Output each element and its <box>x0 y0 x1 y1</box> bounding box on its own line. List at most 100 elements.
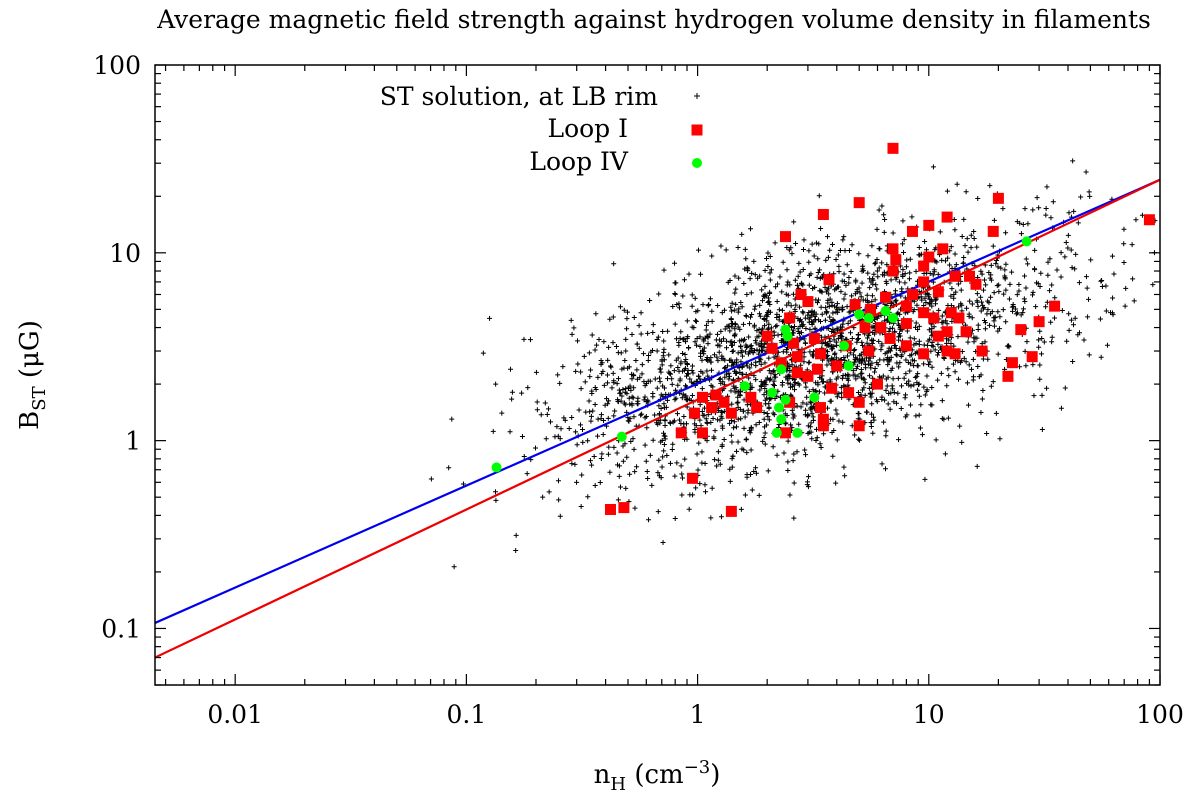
cloud-point <box>939 257 945 263</box>
cloud-point <box>1033 304 1039 310</box>
cloud-point <box>720 379 726 385</box>
cloud-point <box>979 299 985 305</box>
cloud-point <box>975 196 981 202</box>
cloud-point <box>752 306 758 312</box>
cloud-point <box>656 473 662 479</box>
cloud-point <box>944 321 950 327</box>
cloud-point <box>697 402 703 408</box>
cloud-point <box>924 388 930 394</box>
cloud-point <box>743 256 749 262</box>
cloud-point <box>978 268 984 274</box>
cloud-point <box>883 376 889 382</box>
cloud-point <box>844 304 850 310</box>
cloud-point <box>733 385 739 391</box>
cloud-point <box>578 369 584 375</box>
cloud-point <box>941 416 947 422</box>
cloud-point <box>870 414 876 420</box>
cloud-point <box>816 241 822 247</box>
cloud-point <box>1099 278 1105 284</box>
loop-iv-point <box>616 431 627 442</box>
cloud-point <box>557 380 563 386</box>
cloud-point <box>760 326 766 332</box>
cloud-point <box>1006 344 1012 350</box>
cloud-point <box>722 374 728 380</box>
cloud-point <box>835 309 841 315</box>
cloud-point <box>692 339 698 345</box>
cloud-point <box>908 402 914 408</box>
cloud-point <box>667 460 673 466</box>
cloud-point <box>803 407 809 413</box>
cloud-point <box>806 319 812 325</box>
cloud-point <box>748 361 754 367</box>
cloud-point <box>879 203 885 209</box>
cloud-point <box>1062 254 1068 260</box>
cloud-point <box>685 371 691 377</box>
cloud-point <box>889 345 895 351</box>
cloud-point <box>865 361 871 367</box>
cloud-point <box>656 457 662 463</box>
cloud-point <box>939 398 945 404</box>
cloud-point <box>697 481 703 487</box>
cloud-point <box>791 480 797 486</box>
loop-i-point <box>887 265 899 277</box>
cloud-point <box>858 367 864 373</box>
cloud-point <box>555 478 561 484</box>
cloud-point <box>814 274 820 280</box>
cloud-point <box>882 216 888 222</box>
cloud-point <box>748 226 754 232</box>
cloud-point <box>587 458 593 464</box>
cloud-point <box>1010 303 1016 309</box>
cloud-point <box>693 485 699 491</box>
cloud-point <box>975 322 981 328</box>
cloud-point <box>952 369 958 375</box>
cloud-point <box>913 268 919 274</box>
cloud-point <box>817 374 823 380</box>
loop-iv-point <box>782 331 793 342</box>
cloud-point <box>896 279 902 285</box>
cloud-point <box>851 352 857 358</box>
cloud-point <box>661 405 667 411</box>
cloud-point <box>747 314 753 320</box>
cloud-point <box>694 336 700 342</box>
cloud-point <box>881 229 887 235</box>
cloud-point <box>929 364 935 370</box>
cloud-point <box>765 414 771 420</box>
cloud-point <box>1031 393 1037 399</box>
loop-i-point <box>1026 351 1038 363</box>
cloud-point <box>742 349 748 355</box>
cloud-point <box>605 451 611 457</box>
cloud-point <box>899 272 905 278</box>
cloud-point <box>1086 189 1092 195</box>
cloud-point <box>921 270 927 276</box>
cloud-point <box>1108 310 1114 316</box>
cloud-point <box>879 397 885 403</box>
cloud-point <box>969 366 975 372</box>
cloud-point <box>810 285 816 291</box>
cloud-point <box>824 287 830 293</box>
cloud-point <box>615 376 621 382</box>
cloud-point <box>715 331 721 337</box>
cloud-point <box>1098 354 1104 360</box>
cloud-point <box>962 243 968 249</box>
cloud-point <box>903 357 909 363</box>
cloud-point <box>744 450 750 456</box>
cloud-point <box>631 315 637 321</box>
cloud-point <box>615 398 621 404</box>
cloud-point <box>742 492 748 498</box>
cloud-point <box>809 321 815 327</box>
cloud-point <box>656 291 662 297</box>
cloud-point <box>728 304 734 310</box>
cloud-point <box>513 532 519 538</box>
cloud-point <box>902 271 908 277</box>
cloud-point <box>846 373 852 379</box>
cloud-point <box>924 342 930 348</box>
cloud-point <box>747 321 753 327</box>
cloud-point <box>808 271 814 277</box>
cloud-point <box>582 379 588 385</box>
cloud-point <box>890 376 896 382</box>
cloud-point <box>849 293 855 299</box>
cloud-point <box>1030 292 1036 298</box>
cloud-point <box>669 446 675 452</box>
cloud-point <box>795 273 801 279</box>
cloud-point <box>856 411 862 417</box>
